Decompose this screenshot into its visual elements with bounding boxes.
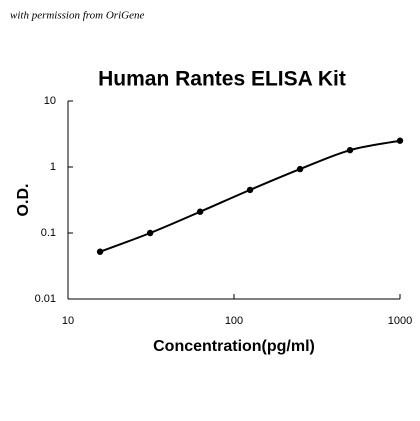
y-axis-label: O.D. [15,184,32,217]
y-tick-label: 10 [44,95,56,107]
data-point [246,186,254,194]
chart-title: Human Rantes ELISA Kit [98,68,346,91]
data-point [296,165,304,173]
permission-note: with permission from OriGene [10,10,144,22]
data-point [346,146,354,154]
data-point [396,137,404,144]
data-point [146,229,154,237]
data-point [196,208,204,215]
x-axis-label: Concentration(pg/ml) [153,338,315,355]
y-tick-label: 0.1 [41,227,56,239]
data-point [96,248,104,255]
fit-line [99,139,401,253]
x-tick-label: 10 [62,315,74,327]
x-tick-label: 100 [225,315,243,327]
y-tick-label: 0.01 [35,293,56,305]
y-tick-label: 1 [50,161,56,173]
x-tick-label: 1000 [388,315,412,327]
